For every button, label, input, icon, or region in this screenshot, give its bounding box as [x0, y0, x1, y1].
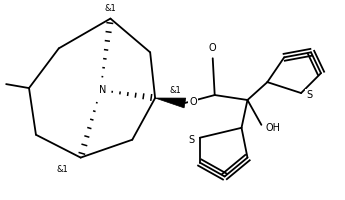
Text: O: O: [189, 97, 197, 107]
Text: N: N: [99, 85, 106, 95]
Text: OH: OH: [266, 123, 281, 133]
Text: O: O: [209, 43, 217, 53]
Polygon shape: [155, 98, 186, 108]
Text: &1: &1: [105, 4, 116, 13]
Text: &1: &1: [169, 86, 181, 95]
Text: S: S: [189, 135, 195, 145]
Text: &1: &1: [57, 165, 69, 174]
Text: S: S: [306, 90, 312, 100]
